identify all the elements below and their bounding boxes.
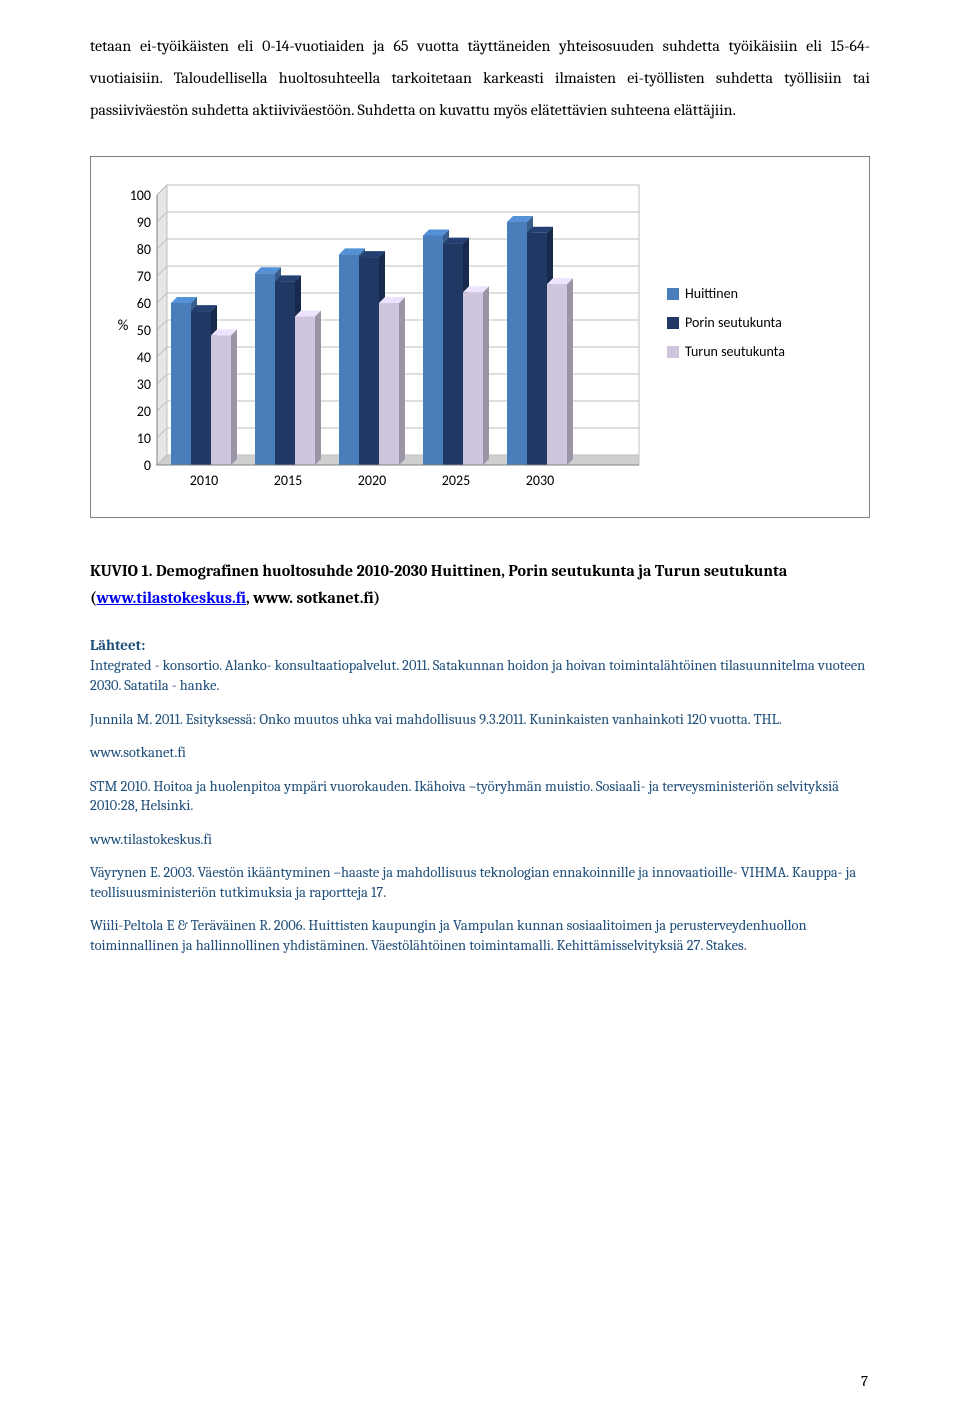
reference-item: www.tilastokeskus.fi xyxy=(90,830,870,850)
reference-item: STM 2010. Hoitoa ja huolenpitoa ympäri v… xyxy=(90,777,870,816)
svg-text:2030: 2030 xyxy=(526,472,554,489)
legend-label: Huittinen xyxy=(685,285,738,302)
caption-text-suffix: , www. sotkanet.fi) xyxy=(246,589,380,607)
svg-text:2010: 2010 xyxy=(190,472,218,489)
legend-label: Turun seutukunta xyxy=(685,343,785,360)
page-number: 7 xyxy=(861,1372,868,1390)
chart-legend: Huittinen Porin seutukunta Turun seutukunt… xyxy=(667,285,785,372)
svg-text:80: 80 xyxy=(137,241,151,258)
legend-item: Porin seutukunta xyxy=(667,314,785,331)
legend-swatch xyxy=(667,288,679,300)
bar-chart: 0102030405060708090100%20102015202020252… xyxy=(109,175,649,495)
references-heading: Lähteet: xyxy=(90,636,870,654)
svg-text:90: 90 xyxy=(137,214,151,231)
legend-item: Turun seutukunta xyxy=(667,343,785,360)
chart-container: 0102030405060708090100%20102015202020252… xyxy=(90,156,870,518)
svg-text:2015: 2015 xyxy=(274,472,302,489)
svg-text:0: 0 xyxy=(144,457,151,474)
svg-text:100: 100 xyxy=(130,187,151,204)
reference-item: Integrated - konsortio. Alanko- konsulta… xyxy=(90,656,870,695)
svg-text:70: 70 xyxy=(137,268,151,285)
svg-text:60: 60 xyxy=(137,295,151,312)
svg-text:30: 30 xyxy=(137,376,151,393)
svg-text:2020: 2020 xyxy=(358,472,386,489)
svg-text:10: 10 xyxy=(137,430,151,447)
reference-item: www.sotkanet.fi xyxy=(90,743,870,763)
svg-text:20: 20 xyxy=(137,403,151,420)
reference-item: Väyrynen E. 2003. Väestön ikääntyminen –… xyxy=(90,863,870,902)
legend-swatch xyxy=(667,346,679,358)
reference-item: Junnila M. 2011. Esityksessä: Onko muuto… xyxy=(90,710,870,730)
caption-link[interactable]: www.tilastokeskus.fi xyxy=(97,589,246,607)
legend-item: Huittinen xyxy=(667,285,785,302)
legend-swatch xyxy=(667,317,679,329)
legend-label: Porin seutukunta xyxy=(685,314,782,331)
svg-text:40: 40 xyxy=(137,349,151,366)
body-paragraph: tetaan ei-työikäisten eli 0-14-vuotiaide… xyxy=(90,30,870,126)
references-list: Integrated - konsortio. Alanko- konsulta… xyxy=(90,656,870,955)
figure-caption: KUVIO 1. Demografinen huoltosuhde 2010-2… xyxy=(90,558,870,612)
svg-text:50: 50 xyxy=(137,322,151,339)
svg-text:2025: 2025 xyxy=(442,472,470,489)
svg-text:%: % xyxy=(118,317,129,335)
reference-item: Wiili-Peltola E & Teräväinen R. 2006. Hu… xyxy=(90,916,870,955)
